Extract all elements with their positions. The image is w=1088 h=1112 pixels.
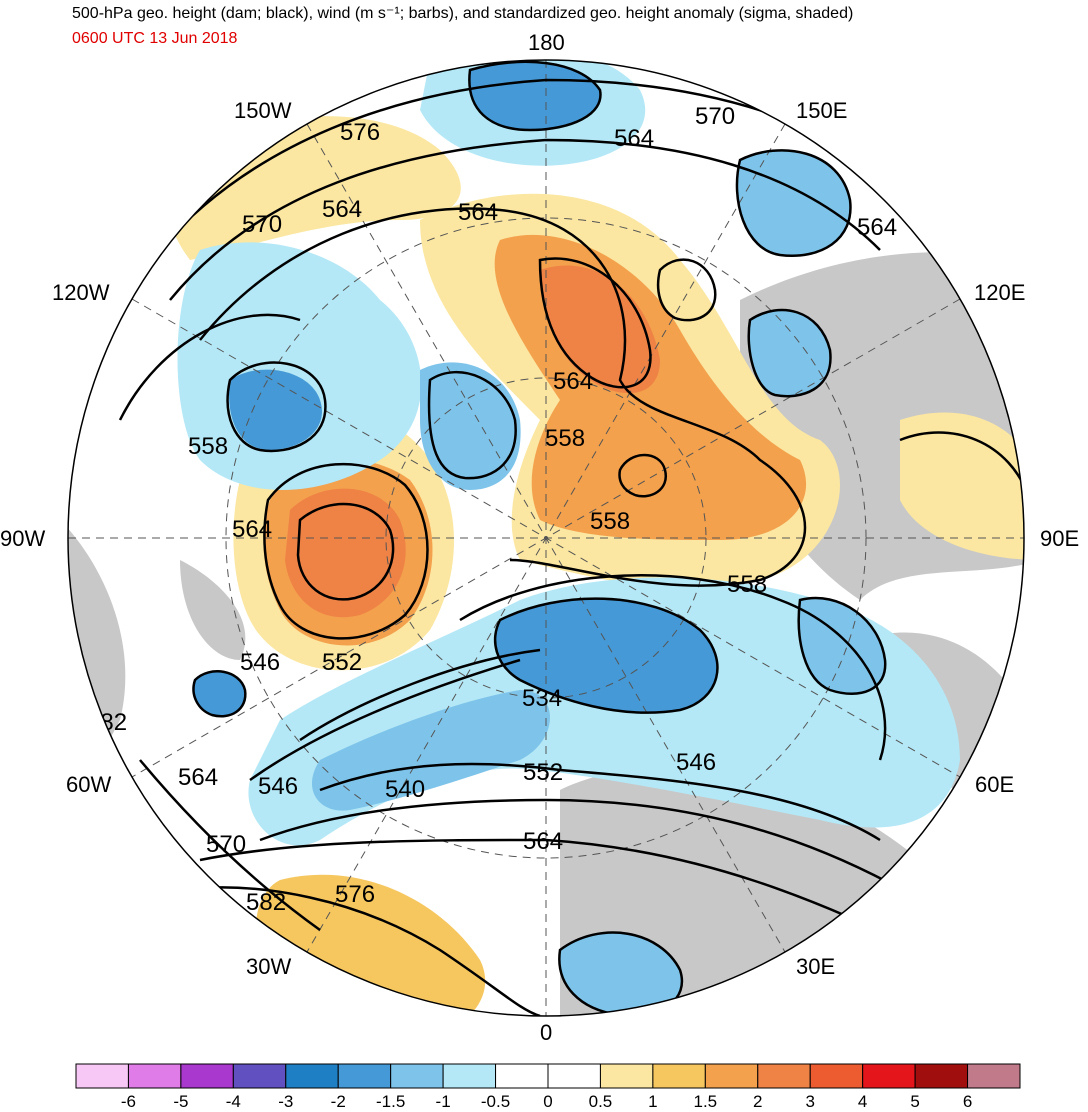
lon-label-60e: 60E (975, 772, 1015, 797)
contour-label: 576 (335, 881, 375, 908)
colorbar-swatch (285, 1063, 339, 1089)
colorbar-swatch (757, 1063, 811, 1089)
contour-label: 564 (553, 368, 593, 395)
contour-label: 564 (178, 764, 218, 791)
negative-anomaly-alaska-core (229, 369, 322, 450)
colorbar-tick-label: -2 (330, 1092, 346, 1111)
lon-label-120w: 120W (52, 280, 110, 305)
contour-label: 570 (206, 831, 246, 858)
colorbar-tick-label: 4 (857, 1092, 868, 1111)
colorbar-tick-label: -1 (435, 1092, 451, 1111)
contour-label: 552 (523, 759, 563, 786)
contour-label: 558 (590, 508, 630, 535)
colorbar-swatch (599, 1063, 654, 1089)
colorbar-swatch (337, 1063, 392, 1089)
contour-label: 540 (385, 776, 425, 803)
colorbar-swatch (127, 1063, 182, 1089)
colorbar-swatch (390, 1063, 444, 1089)
lon-label-180: 180 (528, 30, 565, 55)
contour-label: 546 (676, 749, 716, 776)
colorbar-tick-label: -1.5 (376, 1092, 406, 1111)
contour-label: 576 (340, 119, 380, 146)
lon-label-30w: 30W (246, 954, 292, 979)
colorbar-tick-label: -6 (120, 1092, 136, 1111)
colorbar-tick-label: 6 (962, 1092, 973, 1111)
colorbar (75, 1063, 1021, 1089)
colorbar-swatch (547, 1063, 601, 1089)
contour-label: 570 (695, 103, 735, 130)
colorbar-tick-label: 1.5 (693, 1092, 718, 1111)
lon-label-30e: 30E (796, 954, 836, 979)
graticule (68, 60, 1024, 1016)
positive-anomaly-siberia (900, 412, 1024, 560)
colorbar-tick-label: 0.5 (588, 1092, 613, 1111)
map-title: 500-hPa geo. height (dam; black), wind (… (72, 5, 854, 22)
contour-label: 564 (614, 125, 654, 152)
colorbar-swatch (232, 1063, 287, 1089)
colorbar-tick-label: 1 (648, 1092, 658, 1111)
contour-label: 582 (87, 709, 127, 736)
contour-label: 546 (258, 773, 298, 800)
negative-anomaly-eurasia-core (311, 690, 550, 811)
colorbar-swatch (495, 1063, 549, 1089)
contour-label: 558 (545, 425, 585, 452)
negative-anomaly-scandinavia-core (495, 598, 718, 713)
colorbar-tick-label: 0 (543, 1092, 553, 1111)
contour-label: 564 (322, 196, 362, 223)
negative-anomaly-siberian-low (748, 310, 831, 397)
colorbar-swatch (914, 1063, 969, 1089)
colorbar-swatch (442, 1063, 497, 1089)
colorbar-tick-label: -4 (225, 1092, 241, 1111)
colorbar-swatch (652, 1063, 706, 1089)
lon-label-60w: 60W (66, 772, 112, 797)
positive-anomaly-arctic-max (540, 265, 660, 394)
lon-label-90e: 90E (1040, 526, 1080, 551)
valid-time: 0600 UTC 13 Jun 2018 (72, 30, 238, 47)
colorbar-swatch (809, 1063, 864, 1089)
negative-anomaly-bering-core (469, 61, 601, 130)
contour-label: 546 (240, 649, 280, 676)
colorbar-tick-label: 5 (910, 1092, 920, 1111)
colorbar-swatch (862, 1063, 916, 1089)
lon-label-90w: 90W (0, 526, 46, 551)
contour-label: 564 (523, 828, 563, 855)
lon-label-0: 0 (540, 1020, 553, 1045)
colorbar-swatch (967, 1063, 1021, 1089)
contour-label: 534 (522, 685, 562, 712)
negative-anomaly-mediterranean (559, 932, 682, 1016)
contour-label: 558 (188, 433, 228, 460)
colorbar-tick-label: -3 (278, 1092, 294, 1111)
negative-anomaly-hudson (193, 671, 246, 717)
colorbar-swatch (75, 1063, 129, 1089)
colorbar-tick-label: 2 (753, 1092, 763, 1111)
lon-label-150e: 150E (796, 98, 848, 123)
lon-label-150w: 150W (234, 98, 292, 123)
colorbar-swatch (704, 1063, 759, 1089)
negative-anomaly-beaufort (420, 362, 521, 490)
colorbar-tick-label: -5 (173, 1092, 189, 1111)
colorbar-tick-label: 3 (805, 1092, 815, 1111)
contour-label: 582 (246, 889, 286, 916)
colorbar-tick-label: -0.5 (480, 1092, 511, 1111)
contour-label: 564 (458, 199, 498, 226)
contour-label: 570 (242, 211, 282, 238)
lon-label-120e: 120E (974, 280, 1026, 305)
contour-label: 558 (727, 571, 767, 598)
positive-anomaly-canada-max (285, 488, 406, 618)
contour-label: 564 (857, 214, 897, 241)
contour-labels: 576 570 564 564 570 564 564 564 558 558 … (87, 103, 897, 916)
colorbar-swatch (180, 1063, 234, 1089)
map-boundary (67, 59, 1025, 1017)
contour-label: 564 (232, 516, 272, 543)
contour-label: 552 (322, 649, 362, 676)
